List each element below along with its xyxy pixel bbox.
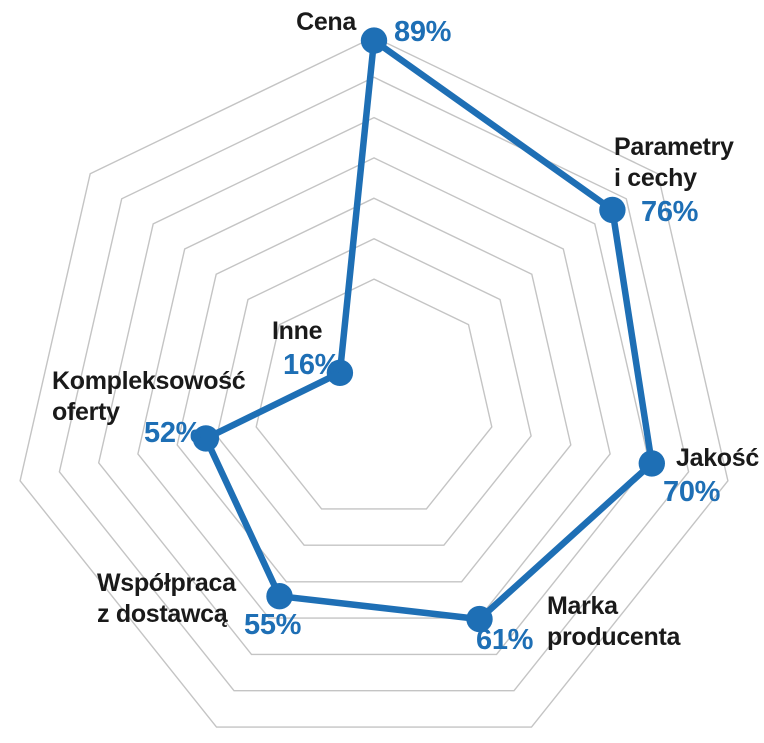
data-point-kompleksowosc-oferty [192,425,220,452]
grid-ring-3 [176,197,572,583]
grid-ring-5 [97,116,651,656]
data-point-jakosc [638,450,665,477]
grid-ring-1 [255,278,493,510]
grid-ring-4 [137,157,611,619]
radar-series-line [202,37,656,623]
data-point-wspolpraca-z-dostawca [266,583,293,610]
grid-ring-7 [19,36,729,728]
grid-ring-2 [216,238,532,546]
data-point-cena [360,27,388,54]
data-point-marka-producenta [466,605,493,633]
grid-ring-6 [58,76,690,692]
data-point-inne [326,359,354,386]
data-point-parametry-i-cechy [599,196,626,224]
